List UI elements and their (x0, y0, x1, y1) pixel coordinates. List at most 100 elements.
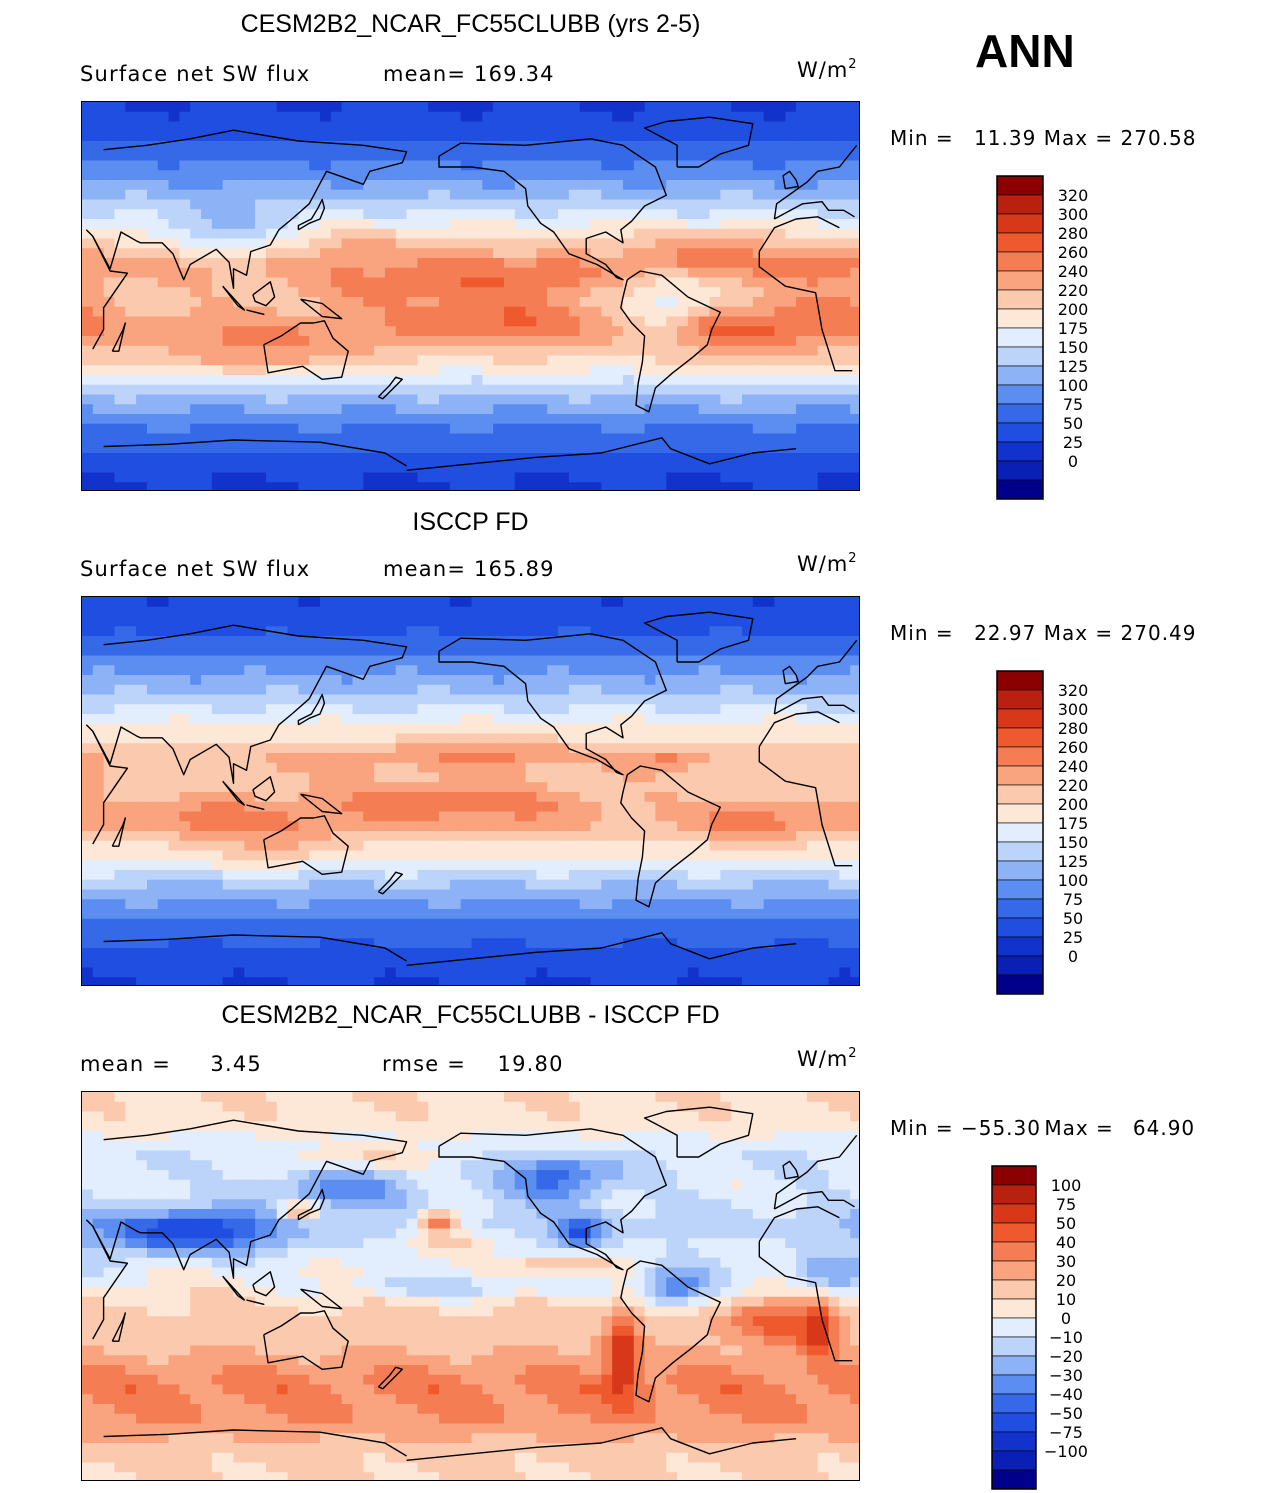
heatmap-cell (514, 801, 527, 813)
heatmap-cell (482, 733, 494, 744)
heatmap-cell (547, 355, 559, 366)
heatmap-cell (644, 423, 657, 435)
heatmap-cell (720, 287, 732, 298)
heatmap-cell (287, 267, 299, 279)
heatmap-cell (622, 482, 635, 490)
heatmap-cell (547, 472, 559, 483)
heatmap-cell (201, 297, 213, 308)
heatmap-cell (785, 267, 797, 279)
heatmap-cell (330, 287, 343, 298)
heatmap-cell (590, 414, 602, 425)
heatmap-cell (395, 316, 408, 327)
heatmap-cell (525, 102, 538, 113)
heatmap-cell (655, 840, 667, 852)
heatmap-cell (428, 355, 440, 366)
heatmap-cell (168, 345, 180, 357)
heatmap-cell (471, 297, 483, 308)
heatmap-cell (774, 209, 786, 220)
heatmap-cell (114, 655, 126, 666)
heatmap-cell (363, 170, 375, 181)
heatmap-cell (168, 316, 180, 327)
heatmap-cell (125, 443, 137, 454)
heatmap-cell (341, 248, 354, 259)
heatmap-cell (471, 414, 483, 425)
heatmap-cell (482, 762, 494, 774)
heatmap-cell (287, 655, 299, 666)
heatmap-cell (622, 384, 635, 396)
heatmap-cell (752, 472, 765, 483)
heatmap-cell (406, 180, 418, 191)
heatmap-cell (568, 209, 581, 220)
heatmap-cell (276, 150, 289, 162)
heatmap-cell (406, 606, 418, 618)
heatmap-cell (168, 850, 180, 861)
heatmap-cell (601, 248, 613, 259)
heatmap-cell (103, 645, 116, 657)
heatmap-cell (146, 365, 159, 376)
coastline (758, 216, 840, 252)
heatmap-cell (92, 782, 105, 793)
heatmap-cell (92, 414, 105, 425)
heatmap-cell (806, 655, 819, 666)
heatmap-cell (514, 733, 527, 744)
heatmap-cell (320, 131, 332, 142)
heatmap-cell (168, 121, 180, 132)
heatmap-cell (828, 743, 840, 754)
heatmap-cell (666, 384, 678, 396)
heatmap-cell (384, 306, 397, 318)
heatmap-cell (298, 258, 310, 269)
heatmap-cell (655, 180, 667, 191)
heatmap-cell (179, 384, 191, 396)
heatmap-cell (449, 821, 462, 832)
heatmap-cell (363, 831, 375, 842)
heatmap-cell (439, 831, 451, 842)
heatmap-cell (482, 772, 494, 783)
heatmap-cell (720, 238, 732, 249)
heatmap-cell (525, 209, 538, 220)
heatmap-cell (298, 336, 310, 347)
heatmap-cell (222, 860, 235, 871)
heatmap-cell (406, 111, 418, 123)
heatmap-cell (644, 684, 657, 696)
heatmap-cell (687, 821, 700, 832)
heatmap-cell (136, 870, 148, 881)
heatmap-cell (471, 443, 483, 454)
heatmap-cell (698, 606, 711, 618)
heatmap-cell (309, 258, 321, 269)
heatmap-cell (677, 306, 689, 318)
heatmap-cell (579, 704, 592, 715)
heatmap-cell (503, 597, 516, 608)
heatmap-cell (850, 462, 859, 474)
heatmap-cell (255, 306, 267, 318)
heatmap-cell (579, 743, 592, 754)
heatmap-cell (244, 121, 256, 132)
heatmap-cell (103, 811, 116, 822)
heatmap-cell (179, 209, 191, 220)
heatmap-cell (103, 326, 116, 337)
heatmap-cell (406, 365, 418, 376)
heatmap-cell (839, 665, 851, 676)
heatmap-cell (374, 189, 386, 201)
heatmap-cell (763, 433, 776, 444)
heatmap-cell (406, 326, 418, 337)
heatmap-cell (785, 636, 797, 647)
heatmap-cell (612, 606, 624, 618)
heatmap-cell (709, 375, 721, 386)
heatmap-cell (146, 180, 159, 191)
colorbar-tick-label: 25 (1063, 433, 1083, 452)
heatmap-cell (439, 131, 451, 142)
heatmap-cell (731, 199, 743, 210)
heatmap-cell (482, 248, 494, 259)
heatmap-cell (828, 297, 840, 308)
heatmap-cell (395, 219, 408, 230)
heatmap-cell (460, 626, 473, 637)
heatmap-cell (547, 636, 559, 647)
heatmap-cell (298, 714, 310, 725)
heatmap-cell (406, 831, 418, 842)
heatmap-cell (558, 743, 570, 754)
heatmap-cell (850, 121, 859, 132)
heatmap-cell (255, 316, 267, 327)
heatmap-cell (741, 675, 754, 686)
heatmap-cell (298, 482, 310, 490)
heatmap-cell (590, 287, 602, 298)
